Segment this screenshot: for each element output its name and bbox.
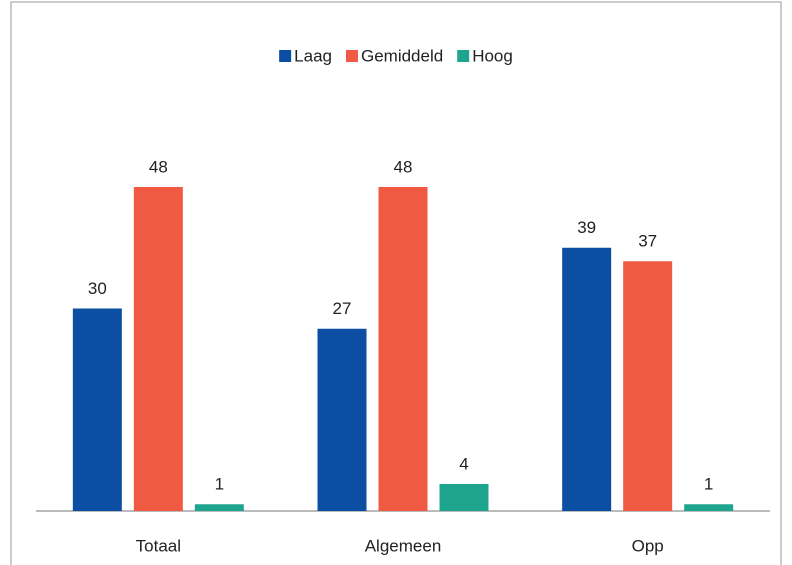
value-label: 39 [577, 218, 596, 237]
bar [684, 504, 734, 511]
chart-border [10, 1, 782, 565]
x-tick-label: Algemeen [365, 536, 442, 555]
x-tick-label: Totaal [136, 536, 181, 555]
legend-swatch [279, 50, 292, 62]
value-label: 48 [149, 157, 168, 176]
value-label: 4 [459, 454, 468, 473]
bar [72, 308, 122, 511]
bar [439, 484, 489, 511]
legend-swatch [345, 50, 358, 62]
value-label: 1 [704, 475, 713, 494]
bar [378, 187, 428, 511]
bar [133, 187, 183, 511]
legend-label: Gemiddeld [361, 46, 443, 65]
bar [194, 504, 244, 511]
legend-label: Laag [294, 46, 332, 65]
value-label: 30 [88, 279, 107, 298]
bar [317, 328, 367, 511]
x-tick-label: Opp [632, 536, 664, 555]
legend-label: Hoog [472, 46, 513, 65]
bar [623, 261, 673, 511]
value-label: 1 [215, 475, 224, 494]
value-label: 27 [333, 299, 352, 318]
value-label: 37 [638, 232, 657, 251]
bar [562, 247, 612, 511]
legend-swatch [457, 50, 470, 62]
value-label: 48 [394, 157, 413, 176]
